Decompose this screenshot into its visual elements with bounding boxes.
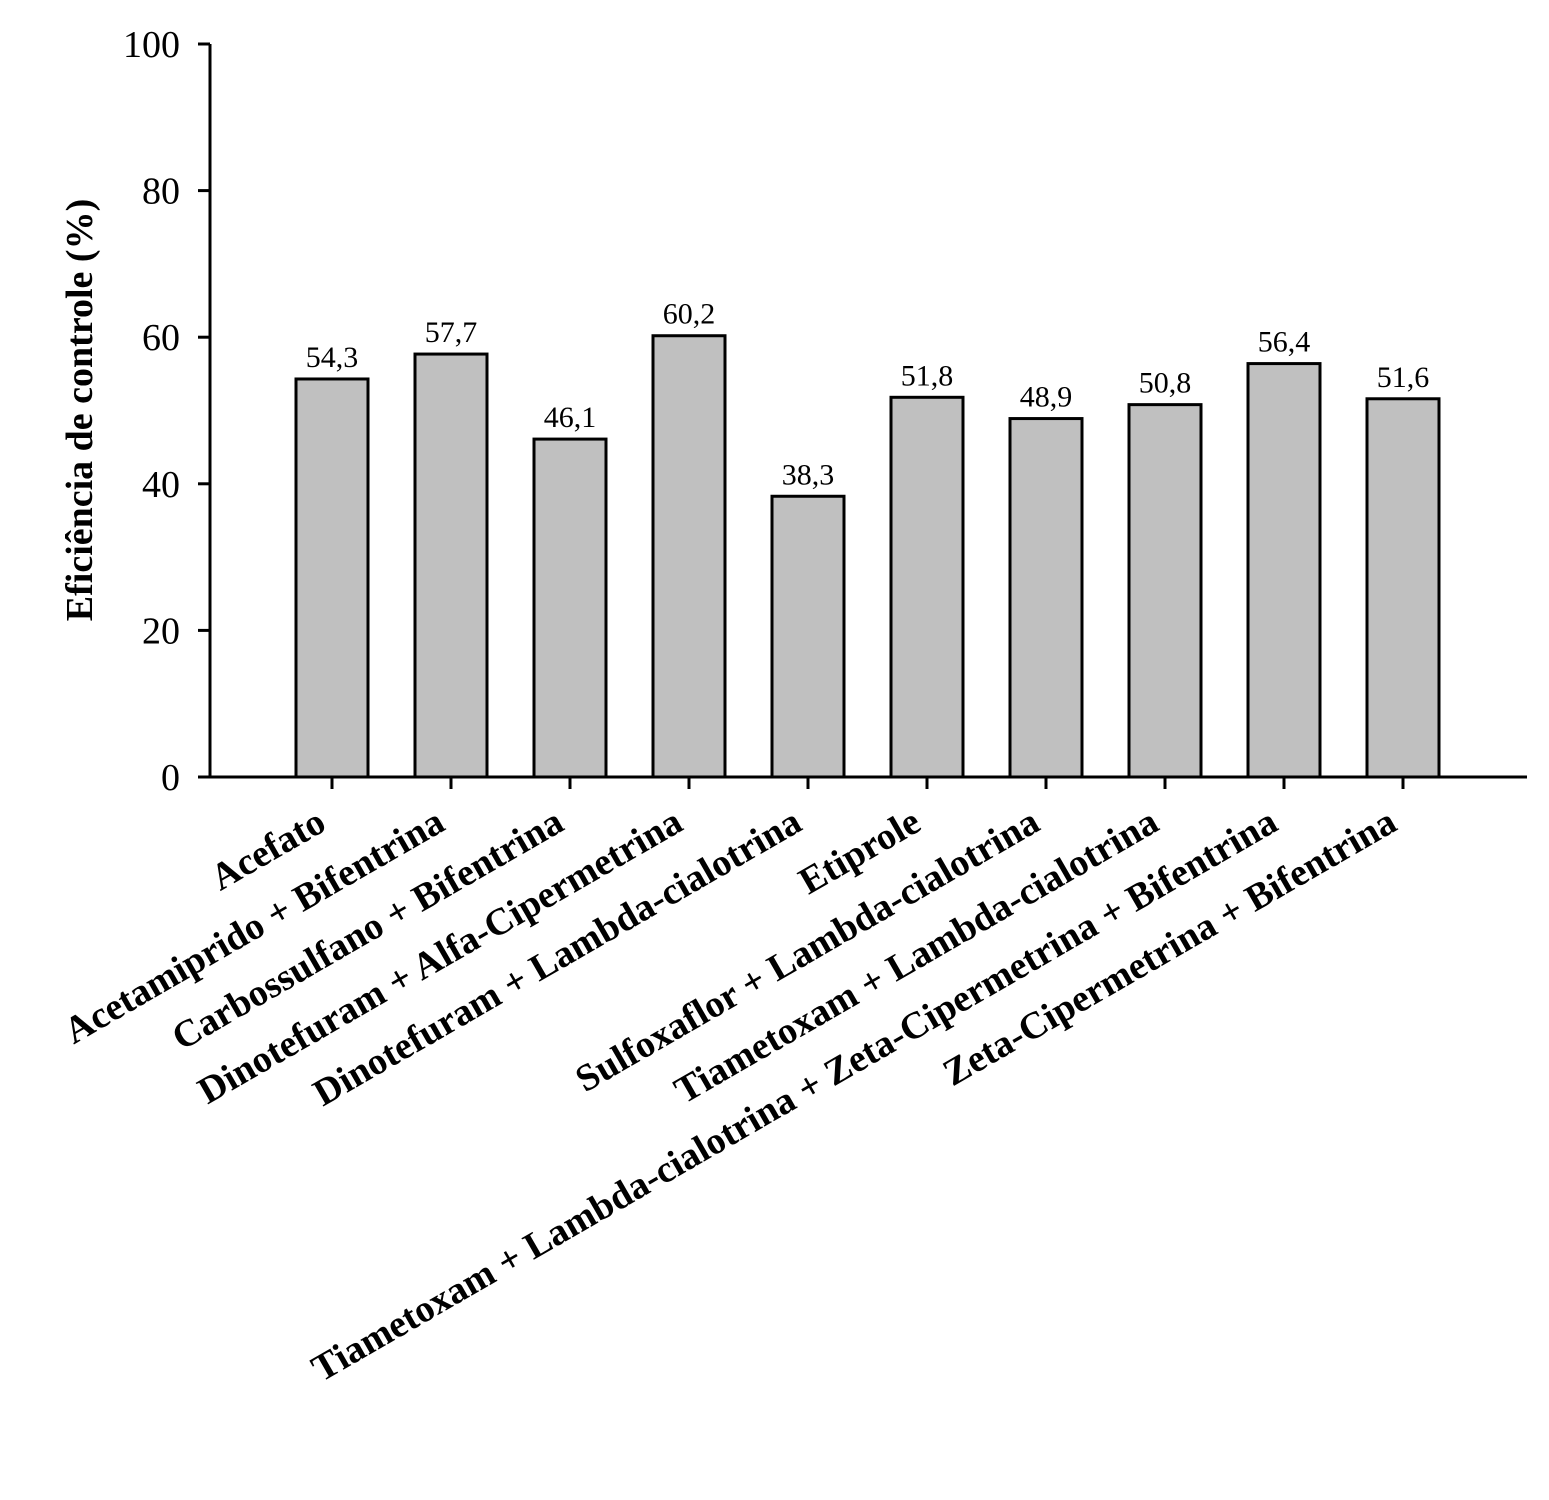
bar-value-label: 46,1: [544, 401, 597, 434]
bar-value-label: 51,8: [901, 359, 954, 392]
y-tick-label: 20: [142, 610, 180, 652]
bar: [413, 352, 489, 779]
bar-value-label: 54,3: [306, 341, 359, 374]
x-axis: [210, 775, 1527, 789]
y-axis: 0 20 40 60 80 100: [123, 24, 212, 799]
y-tick-label: 60: [142, 317, 180, 359]
bar: [770, 494, 846, 779]
bar: [1127, 403, 1203, 779]
y-tick-label: 100: [123, 24, 180, 66]
bar-value-label: 51,6: [1377, 361, 1430, 394]
bar: [651, 334, 727, 779]
y-tick-label: 40: [142, 464, 180, 506]
value-labels: 54,3 57,7 46,1 60,2 38,3 51,8 48,9 50,8 56,4 51,6: [306, 298, 1430, 492]
bars: [294, 334, 1441, 779]
bar-value-label: 57,7: [425, 316, 478, 349]
y-tick-label: 80: [142, 171, 180, 213]
bar: [1246, 362, 1322, 779]
y-axis-title: Eficiência de controle (%): [59, 199, 101, 621]
bar: [294, 377, 370, 779]
bar: [1008, 417, 1084, 779]
bar: [889, 395, 965, 779]
bar-value-label: 48,9: [1020, 381, 1073, 414]
bar: [532, 437, 608, 779]
y-tick-label: 0: [161, 757, 180, 799]
bar-value-label: 38,3: [782, 458, 835, 491]
bar-value-label: 56,4: [1258, 326, 1311, 359]
bar-value-label: 60,2: [663, 298, 716, 331]
bar-value-label: 50,8: [1139, 367, 1192, 400]
bar: [1365, 397, 1441, 779]
